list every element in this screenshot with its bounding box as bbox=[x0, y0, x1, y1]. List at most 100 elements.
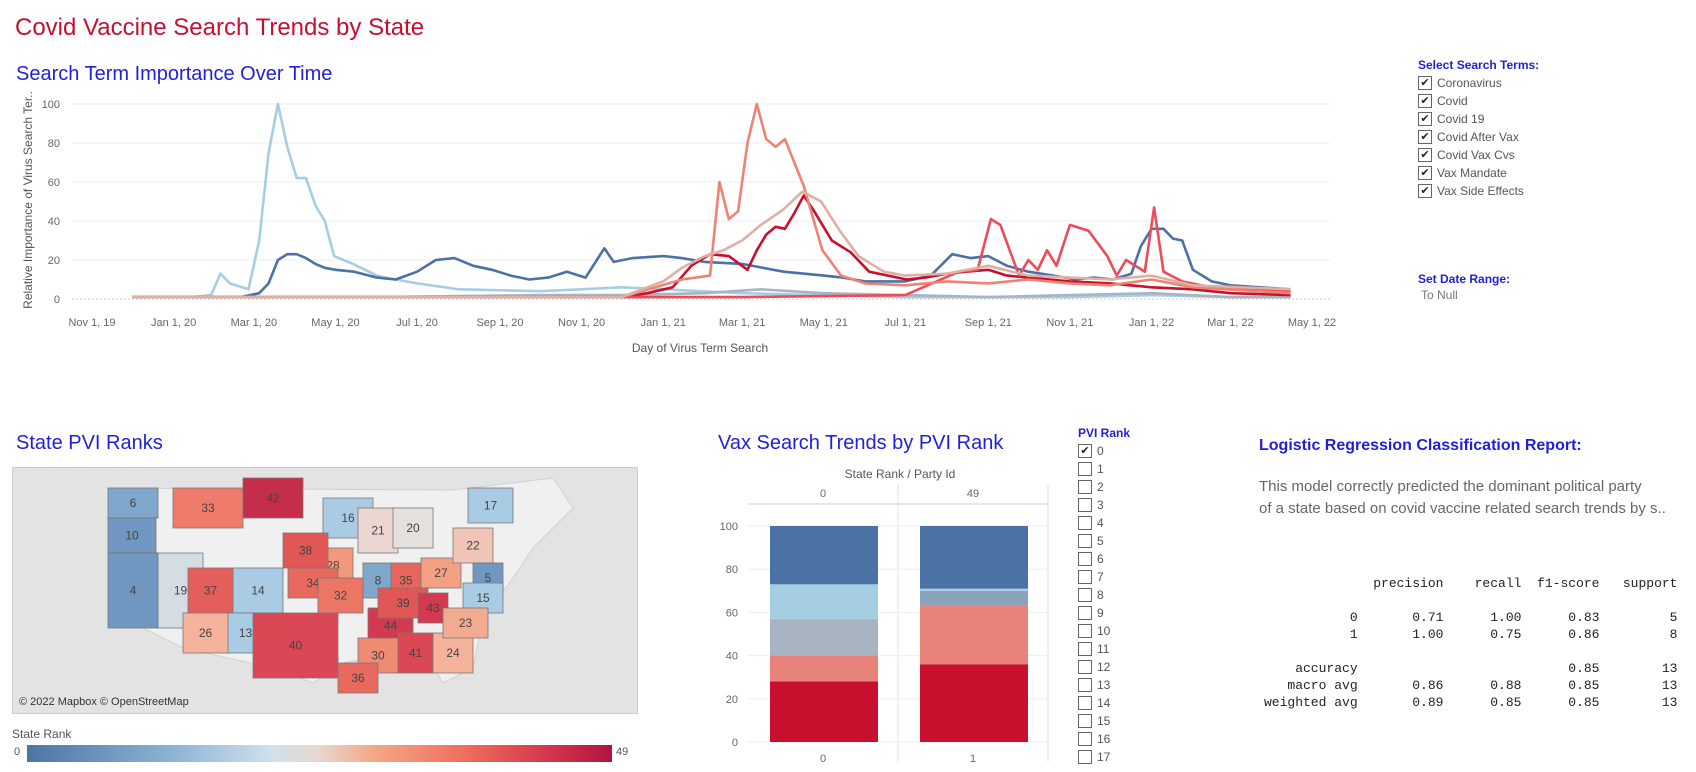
search-term-option[interactable]: ✔ Covid Vax Cvs bbox=[1418, 146, 1524, 164]
state-region bbox=[337, 662, 379, 694]
pvi-rank-option[interactable]: 16 bbox=[1078, 730, 1110, 748]
state-rank-label: 42 bbox=[266, 491, 280, 505]
search-term-option[interactable]: ✔ Coronavirus bbox=[1418, 74, 1524, 92]
x-tick-label: May 1, 21 bbox=[800, 317, 848, 329]
pvi-rank-option-label: 10 bbox=[1097, 624, 1111, 638]
checkbox-icon[interactable] bbox=[1078, 570, 1092, 584]
x-tick-label: Jul 1, 21 bbox=[885, 317, 927, 329]
checkbox-icon[interactable]: ✔ bbox=[1418, 94, 1432, 108]
state-region bbox=[182, 612, 229, 654]
pvi-rank-option[interactable]: 2 bbox=[1078, 478, 1110, 496]
pvi-rank-option[interactable]: 4 bbox=[1078, 514, 1110, 532]
checkbox-icon[interactable] bbox=[1078, 552, 1092, 566]
checkbox-icon[interactable] bbox=[1078, 516, 1092, 530]
checkbox-icon[interactable] bbox=[1078, 588, 1092, 602]
x-tick-label: Mar 1, 22 bbox=[1207, 317, 1253, 329]
search-term-option[interactable]: ✔ Covid After Vax bbox=[1418, 128, 1524, 146]
report-description-1: This model correctly predicted the domin… bbox=[1259, 478, 1642, 495]
pvi-rank-option-label: 3 bbox=[1097, 498, 1104, 512]
bar-segment bbox=[920, 605, 1028, 665]
map-legend-gradient bbox=[27, 745, 612, 762]
state-rank-label: 38 bbox=[299, 544, 313, 558]
checkbox-icon[interactable]: ✔ bbox=[1418, 166, 1432, 180]
checkbox-icon[interactable] bbox=[1078, 696, 1092, 710]
x-tick-label: Nov 1, 20 bbox=[558, 317, 605, 329]
search-terms-filter-label: Select Search Terms: bbox=[1418, 58, 1540, 72]
checkbox-icon[interactable] bbox=[1078, 624, 1092, 638]
pvi-rank-option-label: 7 bbox=[1097, 570, 1104, 584]
state-rank-label: 37 bbox=[204, 584, 218, 598]
pvi-rank-option[interactable]: 12 bbox=[1078, 658, 1110, 676]
dashboard-title: Covid Vaccine Search Trends by State bbox=[15, 14, 425, 41]
report-description-2: of a state based on covid vaccine relate… bbox=[1259, 500, 1666, 517]
search-term-option[interactable]: ✔ Vax Mandate bbox=[1418, 164, 1524, 182]
checkbox-icon[interactable] bbox=[1078, 534, 1092, 548]
state-rank-label: 8 bbox=[375, 574, 382, 588]
pvi-rank-option[interactable]: 9 bbox=[1078, 604, 1110, 622]
line-grid bbox=[72, 103, 1330, 300]
checkbox-icon[interactable] bbox=[1078, 462, 1092, 476]
bar-segment bbox=[920, 526, 1028, 589]
checkbox-icon[interactable]: ✔ bbox=[1418, 184, 1432, 198]
pvi-rank-option[interactable]: 14 bbox=[1078, 694, 1110, 712]
checkbox-icon[interactable]: ✔ bbox=[1078, 444, 1092, 458]
checkbox-icon[interactable] bbox=[1078, 678, 1092, 692]
series-line bbox=[132, 102, 1291, 299]
series-line bbox=[132, 227, 1291, 299]
search-terms-filter: ✔ Coronavirus ✔ Covid ✔ Covid 19 ✔ Covid After … bbox=[1418, 74, 1524, 200]
checkbox-icon[interactable] bbox=[1078, 498, 1092, 512]
pvi-rank-option[interactable]: 15 bbox=[1078, 712, 1110, 730]
search-term-option[interactable]: ✔ Covid bbox=[1418, 92, 1524, 110]
checkbox-icon[interactable] bbox=[1078, 480, 1092, 494]
pvi-rank-option[interactable]: 8 bbox=[1078, 586, 1110, 604]
state-rank-label: 21 bbox=[371, 524, 385, 538]
pvi-rank-option-label: 0 bbox=[1097, 444, 1104, 458]
pvi-rank-option-label: 9 bbox=[1097, 606, 1104, 620]
checkbox-icon[interactable]: ✔ bbox=[1418, 76, 1432, 90]
search-term-option[interactable]: ✔ Covid 19 bbox=[1418, 110, 1524, 128]
pvi-rank-option[interactable]: 5 bbox=[1078, 532, 1110, 550]
map-credit: © 2022 Mapbox © OpenStreetMap bbox=[19, 696, 189, 708]
search-term-option-label: Vax Mandate bbox=[1437, 166, 1507, 180]
checkbox-icon[interactable] bbox=[1078, 750, 1092, 764]
bar-segment bbox=[770, 526, 878, 585]
checkbox-icon[interactable] bbox=[1078, 606, 1092, 620]
bar-segment bbox=[770, 681, 878, 742]
pvi-rank-option[interactable]: 13 bbox=[1078, 676, 1110, 694]
report-title: Logistic Regression Classification Repor… bbox=[1259, 437, 1582, 454]
pvi-rank-option-label: 6 bbox=[1097, 552, 1104, 566]
pvi-rank-option[interactable]: 10 bbox=[1078, 622, 1110, 640]
checkbox-icon[interactable]: ✔ bbox=[1418, 130, 1432, 144]
state-rank-label: 40 bbox=[289, 639, 303, 653]
date-range-value[interactable]: To Null bbox=[1421, 288, 1458, 302]
state-map[interactable]: 6 10 4 19 33 42 16 37 14 13 26 40 28 38 34 32 21 20 8 35 27 2… bbox=[12, 467, 638, 714]
bar-top-label: 0 bbox=[820, 488, 826, 500]
pvi-rank-option[interactable]: 3 bbox=[1078, 496, 1110, 514]
bar-y-ticks: 0 20 40 60 80 100 bbox=[720, 521, 738, 749]
pvi-rank-option[interactable]: 7 bbox=[1078, 568, 1110, 586]
map-legend-max: 49 bbox=[616, 746, 629, 758]
pvi-rank-option[interactable]: 11 bbox=[1078, 640, 1110, 658]
checkbox-icon[interactable] bbox=[1078, 642, 1092, 656]
pvi-rank-option-label: 1 bbox=[1097, 462, 1104, 476]
series-line bbox=[132, 190, 1291, 299]
state-rank-label: 20 bbox=[406, 521, 420, 535]
checkbox-icon[interactable] bbox=[1078, 732, 1092, 746]
search-term-option[interactable]: ✔ Vax Side Effects bbox=[1418, 182, 1524, 200]
x-tick-label: Jan 1, 22 bbox=[1129, 317, 1174, 329]
state-rank-label: 24 bbox=[446, 646, 460, 660]
pvi-rank-option[interactable]: 6 bbox=[1078, 550, 1110, 568]
state-rank-label: 13 bbox=[239, 626, 253, 640]
checkbox-icon[interactable] bbox=[1078, 714, 1092, 728]
pvi-rank-option[interactable]: 17 bbox=[1078, 748, 1110, 766]
bar-y-tick-label: 20 bbox=[726, 694, 738, 706]
checkbox-icon[interactable] bbox=[1078, 660, 1092, 674]
pvi-rank-option[interactable]: ✔ 0 bbox=[1078, 442, 1110, 460]
pvi-rank-option[interactable]: 1 bbox=[1078, 460, 1110, 478]
x-tick-label: Nov 1, 21 bbox=[1046, 317, 1093, 329]
bar-segment bbox=[920, 664, 1028, 742]
checkbox-icon[interactable]: ✔ bbox=[1418, 148, 1432, 162]
checkbox-icon[interactable]: ✔ bbox=[1418, 112, 1432, 126]
